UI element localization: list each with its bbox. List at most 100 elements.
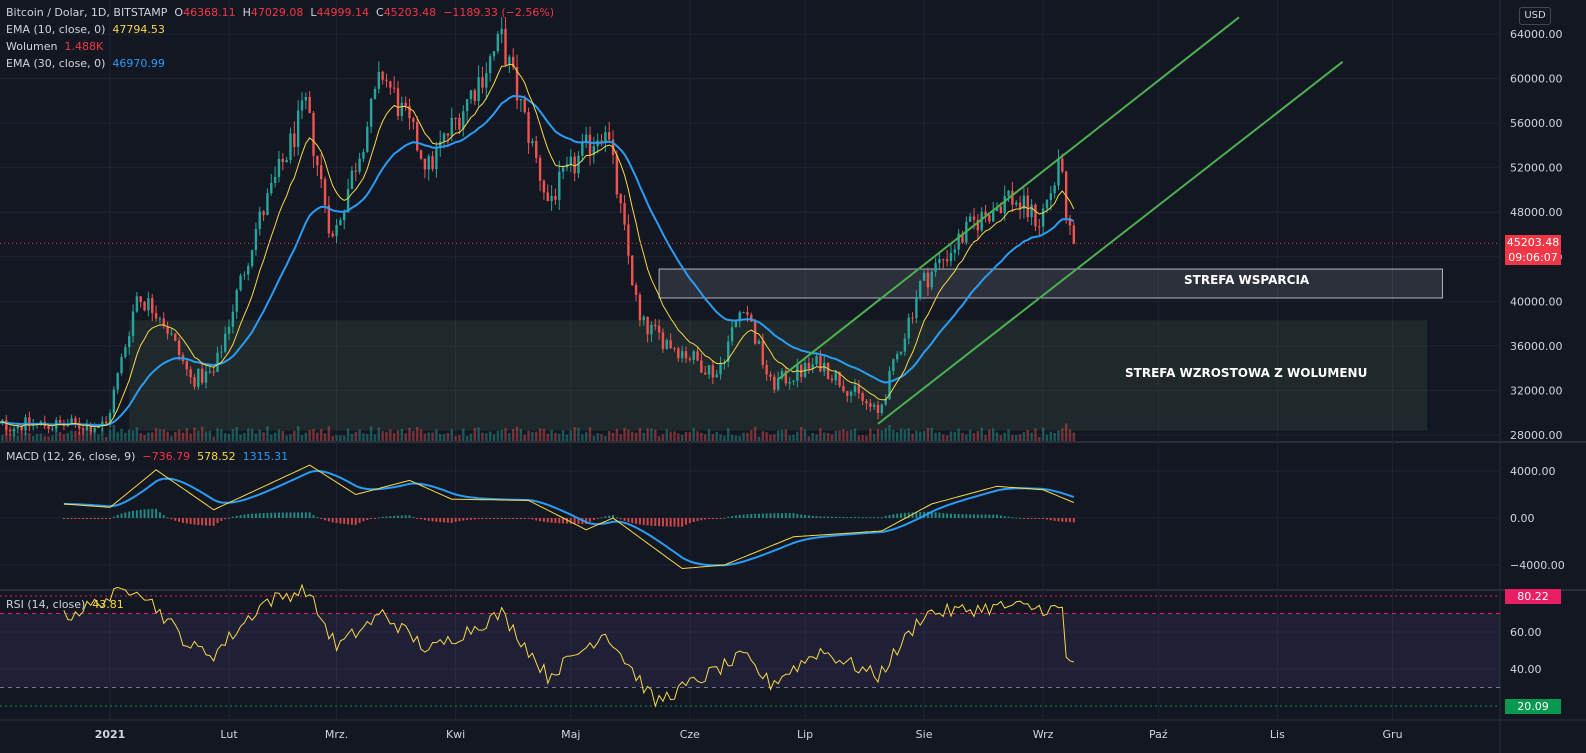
ema10-line — [0, 63, 1075, 428]
candle-body — [819, 356, 822, 372]
volume-bar — [558, 433, 561, 441]
volume-bar — [769, 434, 772, 441]
currency-button[interactable]: USD — [1519, 7, 1551, 25]
candle-body — [239, 275, 242, 291]
macd-histogram-bar — [404, 515, 407, 518]
macd-histogram-bar — [496, 518, 499, 519]
candle-body — [1022, 195, 1026, 209]
candle-body — [680, 351, 684, 359]
macd-histogram-bar — [231, 516, 234, 518]
volume-bar — [477, 427, 480, 441]
macd-histogram-bar — [335, 518, 338, 524]
candle-body — [128, 336, 131, 348]
volume-bar — [197, 430, 200, 441]
macd-histogram-bar — [539, 518, 542, 522]
candle-body — [700, 360, 703, 373]
candle-body — [439, 141, 442, 148]
x-tick-label-0: 2021 — [95, 728, 126, 741]
macd-histogram-bar — [873, 517, 876, 519]
candle-body — [327, 205, 331, 234]
macd-histogram-bar — [965, 514, 968, 518]
volume-bar — [746, 432, 749, 441]
volume-legend[interactable]: Wolumen 1.488K — [6, 39, 103, 55]
rsi-upper-tag: 80.22 — [1505, 589, 1561, 604]
macd-histogram-bar — [715, 518, 718, 519]
volume-bar — [304, 432, 308, 441]
candle-body — [512, 56, 515, 67]
volume-bar — [577, 427, 580, 441]
candle-body — [423, 158, 427, 170]
candle-body — [976, 219, 980, 231]
candle-body — [304, 96, 308, 101]
candle-body — [224, 333, 227, 352]
ema30-legend[interactable]: EMA (30, close, 0) 46970.99 — [6, 56, 165, 72]
volume-bar — [139, 433, 142, 441]
volume-bar — [220, 429, 223, 441]
x-tick-label-1: Lut — [220, 728, 238, 741]
candle-body — [120, 356, 123, 374]
macd-histogram-bar — [850, 517, 853, 519]
candle-body — [454, 117, 457, 119]
volume-bar — [984, 434, 987, 441]
candle-body — [243, 274, 246, 276]
candle-body — [97, 426, 100, 429]
macd-histogram-bar — [208, 518, 211, 526]
volume-bar — [815, 434, 818, 441]
volume-bar — [965, 434, 968, 441]
volume-bar — [1007, 429, 1010, 441]
volume-bar — [992, 428, 995, 441]
candle-body — [189, 369, 192, 378]
volume-bar — [995, 432, 999, 441]
x-tick-label-7: Sie — [916, 728, 933, 741]
volume-bar — [327, 426, 331, 441]
volume-bar — [454, 436, 457, 441]
macd-histogram-bar — [550, 518, 553, 523]
candle-body — [58, 420, 62, 424]
macd-histogram-bar — [489, 518, 492, 519]
macd-histogram-bar — [170, 518, 173, 520]
macd-line — [63, 464, 1074, 570]
volume-bar — [573, 427, 576, 441]
volume-bar — [504, 428, 507, 441]
macd-histogram-bar — [976, 514, 979, 518]
candle-body — [354, 170, 357, 172]
candle-body — [623, 203, 626, 225]
candle-body — [999, 206, 1003, 214]
macd-histogram-bar — [135, 510, 138, 518]
volume-bar — [189, 433, 192, 441]
x-tick-label-6: Lip — [797, 728, 813, 741]
candle-body — [750, 314, 753, 322]
ema10-legend[interactable]: EMA (10, close, 0) 47794.53 — [6, 22, 165, 38]
candle-body — [362, 151, 365, 159]
candle-body — [335, 224, 338, 237]
macd-histogram-bar — [358, 518, 361, 523]
candle-body — [896, 354, 899, 360]
volume-bar — [1045, 434, 1049, 441]
candle-body — [538, 157, 542, 181]
volume-bar — [396, 430, 400, 441]
macd-histogram-bar — [827, 516, 830, 518]
candle-body — [358, 158, 361, 172]
price-tick-label-3: 40000.00 — [1510, 295, 1563, 308]
volume-bar — [185, 428, 188, 441]
volume-bar — [500, 429, 503, 441]
volume-bar — [55, 428, 58, 441]
candle-body — [20, 426, 23, 431]
rsi-legend[interactable]: RSI (14, close) 43.81 — [6, 597, 124, 613]
volume-label: Wolumen — [6, 40, 58, 53]
price-tick-label-8: 60000.00 — [1510, 73, 1563, 86]
volume-bar — [250, 428, 254, 441]
volume-bar — [381, 431, 384, 441]
candle-body — [926, 272, 930, 288]
candle-body — [815, 356, 818, 365]
volume-bar — [757, 436, 761, 441]
macd-histogram-bar — [953, 513, 956, 518]
macd-legend[interactable]: MACD (12, 26, close, 9) −736.79 578.52 1… — [6, 449, 288, 465]
candle-body — [984, 211, 987, 216]
price-tick-label-6: 52000.00 — [1510, 162, 1563, 175]
macd-histogram-bar — [1003, 516, 1006, 518]
volume-bar — [604, 435, 607, 441]
volume-bar — [957, 428, 960, 441]
candle-body — [930, 271, 933, 288]
